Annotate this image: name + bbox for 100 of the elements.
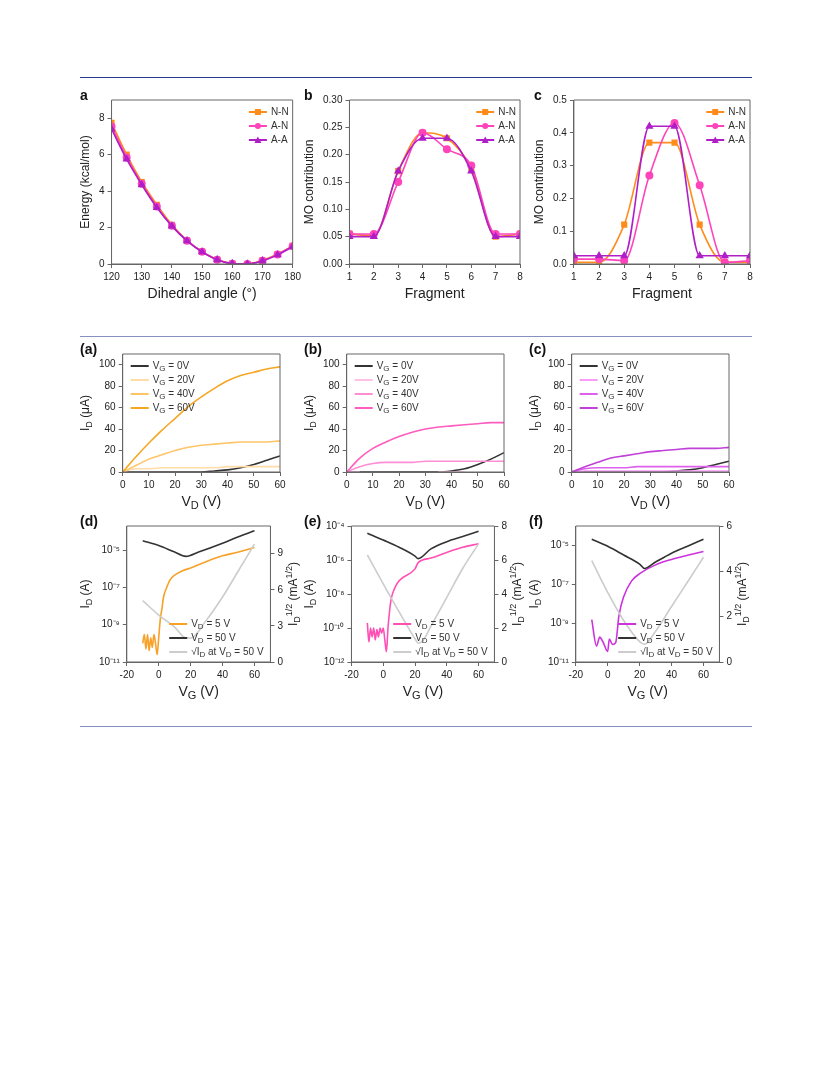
y-tick-label: 6 (99, 148, 105, 160)
x-tick-label: 8 (517, 270, 524, 282)
chart-title: (e) (304, 512, 322, 529)
y-tick-label: 10⁻⁵ (101, 543, 120, 555)
x-tick-label: 130 (133, 270, 151, 282)
legend-label: A-A (270, 133, 288, 145)
legend-label: A-N (270, 119, 289, 131)
x-tick-label: 4 (646, 270, 653, 282)
x-tick-label: 40 (222, 478, 234, 490)
y-axis-title: Energy (kcal/mol) (78, 135, 93, 229)
x-tick-label: 0 (604, 668, 611, 680)
y2-tick-label: 4 (501, 587, 508, 599)
y-tick-label: 60 (328, 401, 341, 413)
y2-tick-label: 6 (726, 519, 733, 531)
y-tick-label: 10⁻¹⁰ (323, 621, 345, 633)
x-tick-label: 20 (409, 668, 421, 680)
x-tick-label: 60 (274, 478, 286, 490)
chart-title: b (304, 86, 313, 103)
y-tick-label: 100 (323, 358, 341, 370)
x-tick-label: 8 (747, 270, 754, 282)
legend-label: A-N (498, 119, 516, 131)
x-tick-label: 60 (248, 668, 261, 680)
x-tick-label: 6 (696, 270, 703, 282)
y2-tick-label: 2 (501, 621, 508, 633)
y2-tick-label: 0 (501, 655, 508, 667)
y-tick-label: 0.00 (322, 257, 343, 269)
y2-tick-label: 4 (726, 565, 733, 577)
y-tick-label: 10⁻⁶ (326, 553, 345, 565)
y-tick-label: 20 (328, 444, 341, 456)
x-tick-label: 120 (103, 270, 121, 282)
x-tick-label: 140 (163, 270, 181, 282)
legend-label: A-A (498, 133, 516, 145)
legend-label: N-N (728, 105, 747, 117)
y-tick-label: 40 (553, 422, 566, 434)
x-tick-label: 20 (618, 478, 631, 490)
y-tick-label: 10⁻⁴ (326, 519, 345, 531)
legend-label: N-N (270, 105, 289, 117)
y-tick-label: 60 (104, 401, 117, 413)
chart-title: (c) (529, 340, 547, 357)
y-tick-label: 10⁻⁷ (551, 578, 570, 590)
x-tick-label: 1 (346, 270, 353, 282)
x-tick-label: 1 (571, 270, 578, 282)
y2-tick-label: 6 (277, 583, 284, 595)
chart-title: (a) (80, 340, 98, 357)
y-tick-label: 0 (334, 465, 341, 477)
x-tick-label: 20 (169, 478, 182, 490)
x-tick-label: 10 (592, 478, 604, 490)
y-tick-label: 0.10 (322, 203, 343, 215)
x-tick-label: 40 (671, 478, 683, 490)
x-tick-label: 5 (671, 270, 678, 282)
x-tick-label: 7 (722, 270, 729, 282)
y-axis-title: MO contribution (532, 139, 547, 225)
x-tick-label: 10 (367, 478, 379, 490)
x-tick-label: 3 (395, 270, 402, 282)
y-axis-title: ID (A) (527, 579, 544, 609)
y2-axis-title: ID1/2 (mA1/2) (732, 561, 752, 627)
y-axis-title: ID (A) (302, 579, 319, 609)
x-tick-label: 40 (441, 668, 453, 680)
y-tick-label: 8 (99, 111, 105, 123)
y-tick-label: 10⁻⁹ (101, 618, 120, 630)
x-tick-label: 20 (185, 668, 197, 680)
x-axis-title: Fragment (404, 284, 465, 301)
x-tick-label: 30 (644, 478, 657, 490)
x-tick-label: 170 (254, 270, 272, 282)
x-tick-label: 7 (492, 270, 499, 282)
x-tick-label: 40 (665, 668, 678, 680)
y-tick-label: 2 (99, 221, 105, 233)
x-tick-label: 60 (498, 478, 510, 490)
y-axis-title: MO contribution (302, 139, 317, 225)
y-tick-label: 0.0 (553, 257, 568, 269)
y-tick-label: 4 (99, 184, 105, 196)
y2-tick-label: 0 (726, 655, 733, 667)
y2-axis-title: ID1/2 (mA1/2) (507, 561, 527, 627)
y-tick-label: 0.05 (322, 230, 343, 242)
chart-title: (f) (529, 512, 543, 529)
y-tick-label: 10⁻⁸ (326, 587, 345, 599)
x-tick-label: 40 (216, 668, 229, 680)
y2-axis-title: ID1/2 (mA1/2) (283, 561, 303, 627)
y-tick-label: 80 (328, 379, 341, 391)
y-tick-label: 80 (104, 379, 117, 391)
legend-label: A-N (728, 119, 746, 131)
y-tick-label: 10⁻⁷ (102, 581, 121, 593)
x-tick-label: 4 (419, 270, 426, 282)
y2-tick-label: 2 (726, 610, 733, 622)
y-tick-label: 10⁻¹² (323, 655, 346, 667)
y2-tick-label: 0 (277, 655, 284, 667)
x-tick-label: 150 (193, 270, 211, 282)
x-tick-label: -20 (568, 668, 584, 680)
y-tick-label: 40 (104, 422, 117, 434)
x-tick-label: 10 (143, 478, 155, 490)
y-axis-title: ID (μA) (302, 394, 319, 432)
x-tick-label: 40 (446, 478, 458, 490)
x-tick-label: 30 (419, 478, 432, 490)
chart-title: c (534, 86, 542, 103)
y-tick-label: 100 (548, 358, 566, 370)
x-tick-label: 180 (284, 270, 302, 282)
y-tick-label: 100 (99, 358, 117, 370)
y-tick-label: 0.15 (322, 175, 343, 187)
x-axis-title: Fragment (632, 284, 693, 301)
legend-label: A-A (728, 133, 746, 145)
